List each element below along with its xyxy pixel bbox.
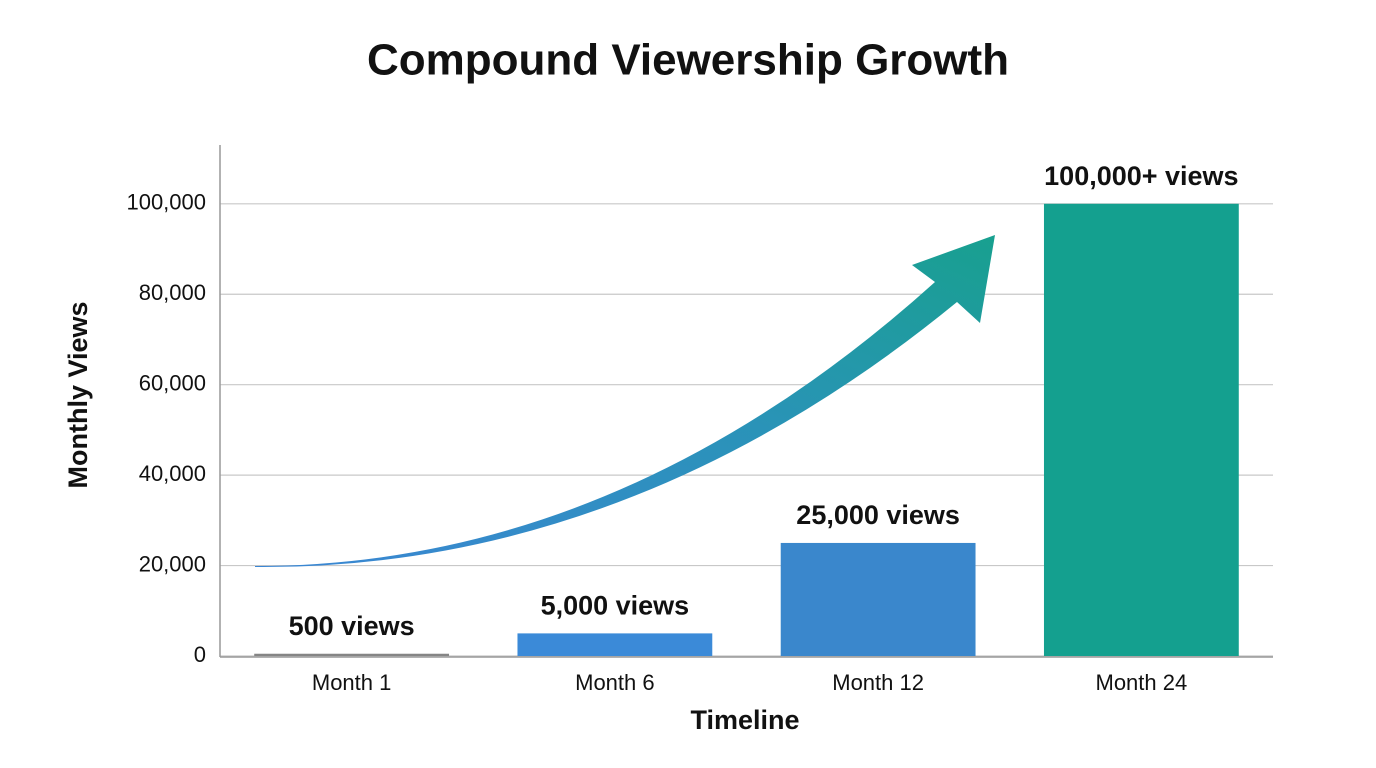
x-tick-label: Month 24 [1096, 670, 1188, 695]
y-axis-label: Monthly Views [63, 301, 93, 488]
x-tick-label: Month 1 [312, 670, 392, 695]
bar [780, 542, 976, 656]
y-tick-label: 100,000 [126, 190, 206, 215]
y-tick-label: 80,000 [139, 280, 206, 305]
value-label: 25,000 views [796, 500, 960, 530]
bars [254, 203, 1239, 657]
x-axis-label: Timeline [690, 705, 799, 735]
value-label: 500 views [289, 611, 415, 641]
growth-arrow [255, 235, 995, 568]
bar [517, 633, 713, 656]
chart-title: Compound Viewership Growth [367, 36, 1009, 85]
bar [1043, 203, 1239, 657]
y-tick-label: 0 [194, 642, 206, 667]
y-tick-label: 20,000 [139, 551, 206, 576]
x-tick-label: Month 12 [832, 670, 924, 695]
y-tick-label: 40,000 [139, 461, 206, 486]
value-label: 5,000 views [541, 591, 690, 621]
y-tick-label: 60,000 [139, 370, 206, 395]
x-tick-label: Month 6 [575, 670, 655, 695]
value-label: 100,000+ views [1044, 161, 1238, 191]
bar [254, 653, 450, 656]
